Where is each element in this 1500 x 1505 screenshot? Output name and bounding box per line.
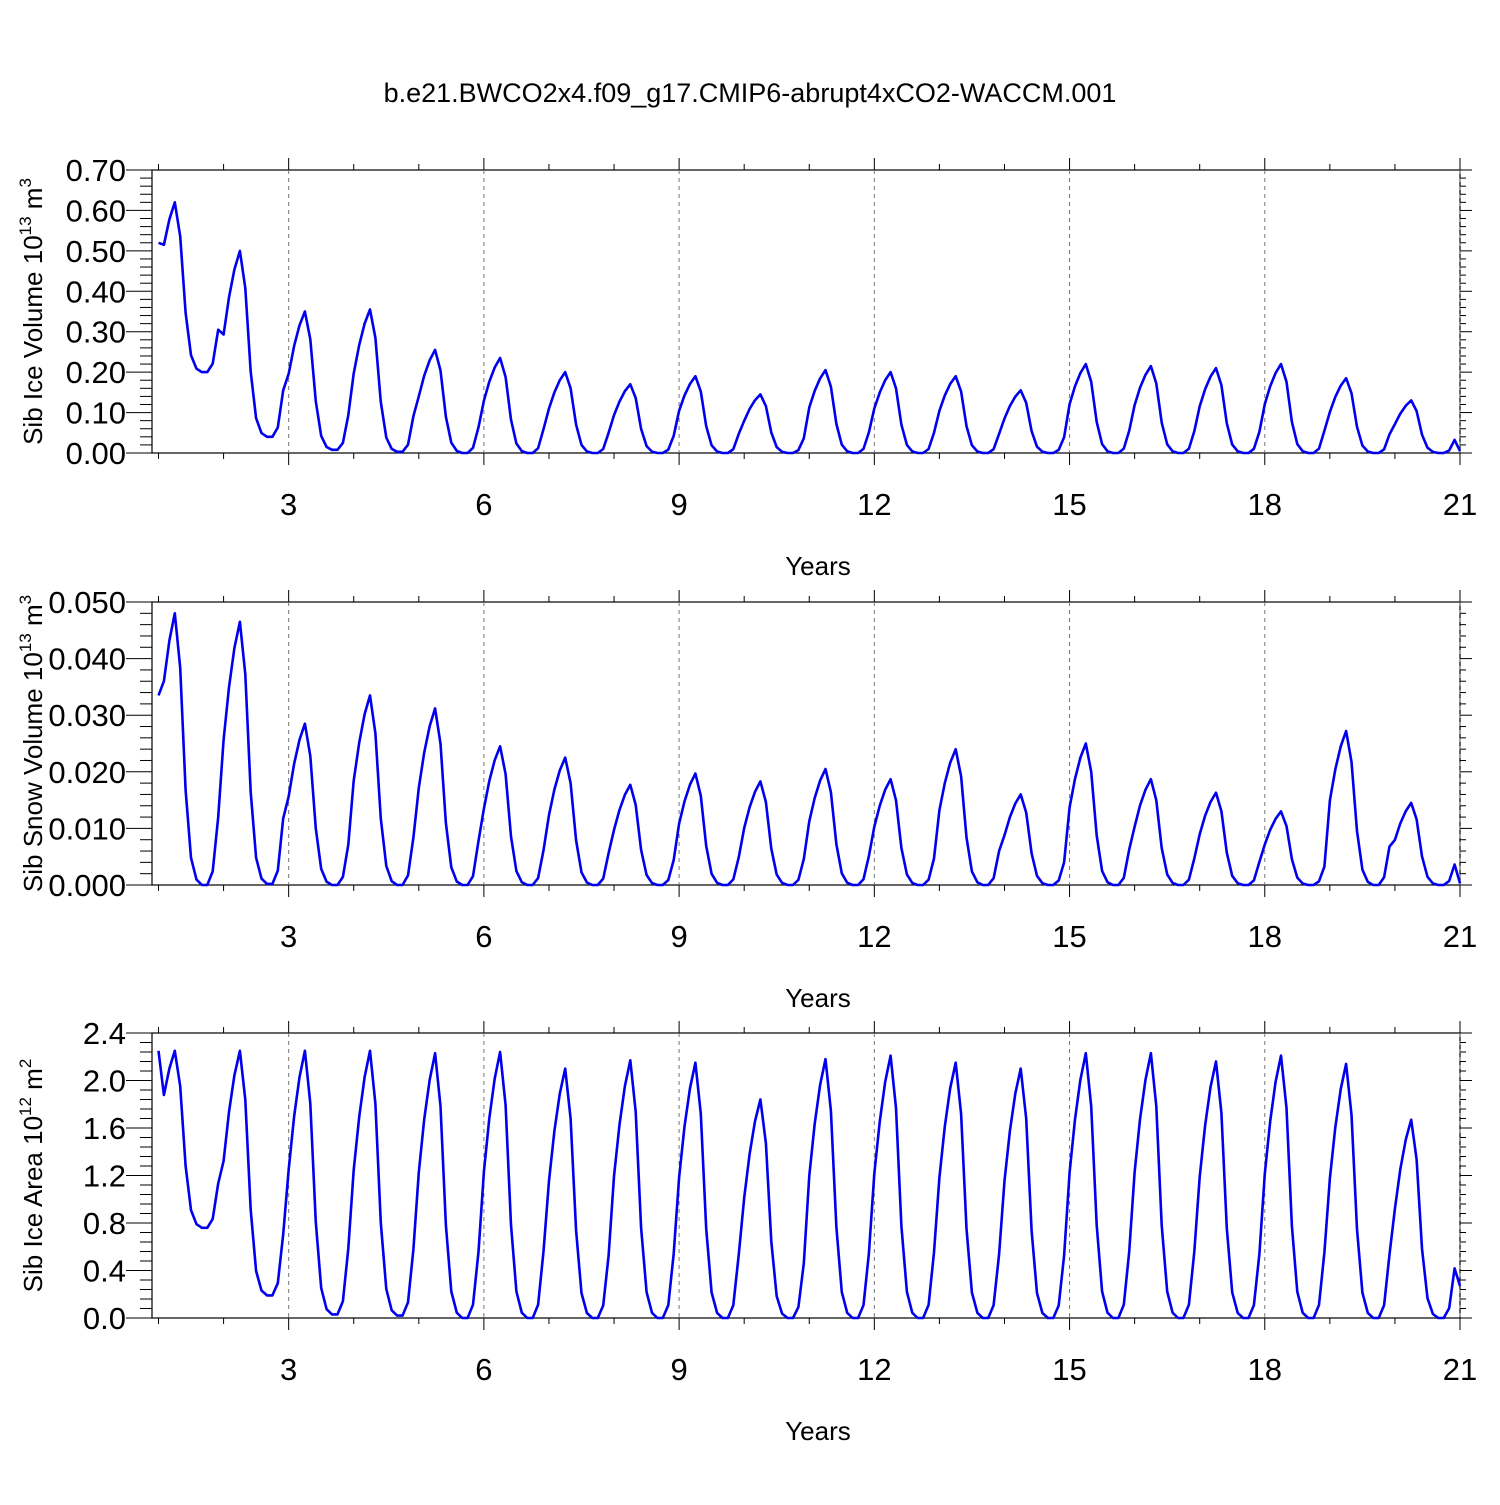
x-tick-label: 9 <box>670 919 687 954</box>
x-tick-label: 12 <box>857 487 891 522</box>
y-tick-label: 0.60 <box>66 193 126 228</box>
y-tick-label: 0.000 <box>48 868 126 903</box>
x-tick-label: 12 <box>857 1352 891 1387</box>
x-tick-label: 15 <box>1052 919 1086 954</box>
y-tick-label: 0.040 <box>48 642 126 677</box>
x-tick-label: 3 <box>280 1352 297 1387</box>
x-tick-label: 6 <box>475 1352 492 1387</box>
y-tick-label: 0.8 <box>83 1206 126 1241</box>
y-tick-label: 0.30 <box>66 315 126 350</box>
x-axis-label: Years <box>785 983 851 1013</box>
x-tick-label: 9 <box>670 1352 687 1387</box>
y-tick-label: 0.70 <box>66 153 126 188</box>
x-axis-label: Years <box>785 1416 851 1446</box>
y-tick-label: 2.0 <box>83 1064 126 1099</box>
x-tick-label: 21 <box>1443 1352 1477 1387</box>
chart-panel-1: 3 6 9 12 15 18 21 0.00 0.10 0.20 0.30 0.40 0.50 0.60 0… <box>16 153 1477 581</box>
plot-frame <box>151 169 1461 454</box>
series-line <box>157 612 1462 887</box>
x-axis-label: Years <box>785 551 851 581</box>
y-tick-label: 0.0 <box>83 1301 126 1336</box>
x-tick-label: 18 <box>1248 487 1282 522</box>
y-tick-label: 0.4 <box>83 1254 126 1289</box>
y-tick-label: 0.020 <box>48 755 126 790</box>
x-tick-label: 15 <box>1052 1352 1086 1387</box>
x-tick-label: 3 <box>280 487 297 522</box>
x-tick-label: 18 <box>1248 919 1282 954</box>
x-tick-label: 18 <box>1248 1352 1282 1387</box>
x-tick-label: 6 <box>475 487 492 522</box>
x-tick-label: 12 <box>857 919 891 954</box>
plot-frame <box>151 601 1461 886</box>
y-axis-label: Sib Ice Area 1012 m2 <box>16 1059 48 1293</box>
figure-title: b.e21.BWCO2x4.f09_g17.CMIP6-abrupt4xCO2-… <box>383 78 1117 108</box>
y-axis-label: Sib Snow Volume 1013 m3 <box>16 595 48 892</box>
series-line <box>157 1049 1462 1320</box>
y-tick-label: 1.6 <box>83 1111 126 1146</box>
x-tick-label: 21 <box>1443 919 1477 954</box>
y-tick-label: 0.50 <box>66 234 126 269</box>
chart-panel-3: 3 6 9 12 15 18 21 0.0 0.4 0.8 1.2 1.6 2.0 2.4 Years Sib… <box>16 1016 1477 1446</box>
y-tick-label: 0.40 <box>66 274 126 309</box>
y-tick-label: 0.20 <box>66 355 126 390</box>
x-tick-label: 15 <box>1052 487 1086 522</box>
y-tick-label: 0.10 <box>66 396 126 431</box>
y-tick-label: 2.4 <box>83 1016 126 1051</box>
series-line <box>158 201 1462 455</box>
x-tick-label: 9 <box>670 487 687 522</box>
chart-panel-2: 3 6 9 12 15 18 21 0.000 0.010 0.020 0.030 0.040 0.05… <box>16 585 1477 1013</box>
y-tick-label: 0.010 <box>48 811 126 846</box>
y-axis-label: Sib Ice Volume 1013 m3 <box>16 178 48 445</box>
y-tick-label: 0.050 <box>48 585 126 620</box>
y-tick-label: 1.2 <box>83 1159 126 1194</box>
x-tick-label: 6 <box>475 919 492 954</box>
y-tick-label: 0.00 <box>66 436 126 471</box>
x-tick-label: 3 <box>280 919 297 954</box>
y-tick-label: 0.030 <box>48 698 126 733</box>
x-tick-label: 21 <box>1443 487 1477 522</box>
